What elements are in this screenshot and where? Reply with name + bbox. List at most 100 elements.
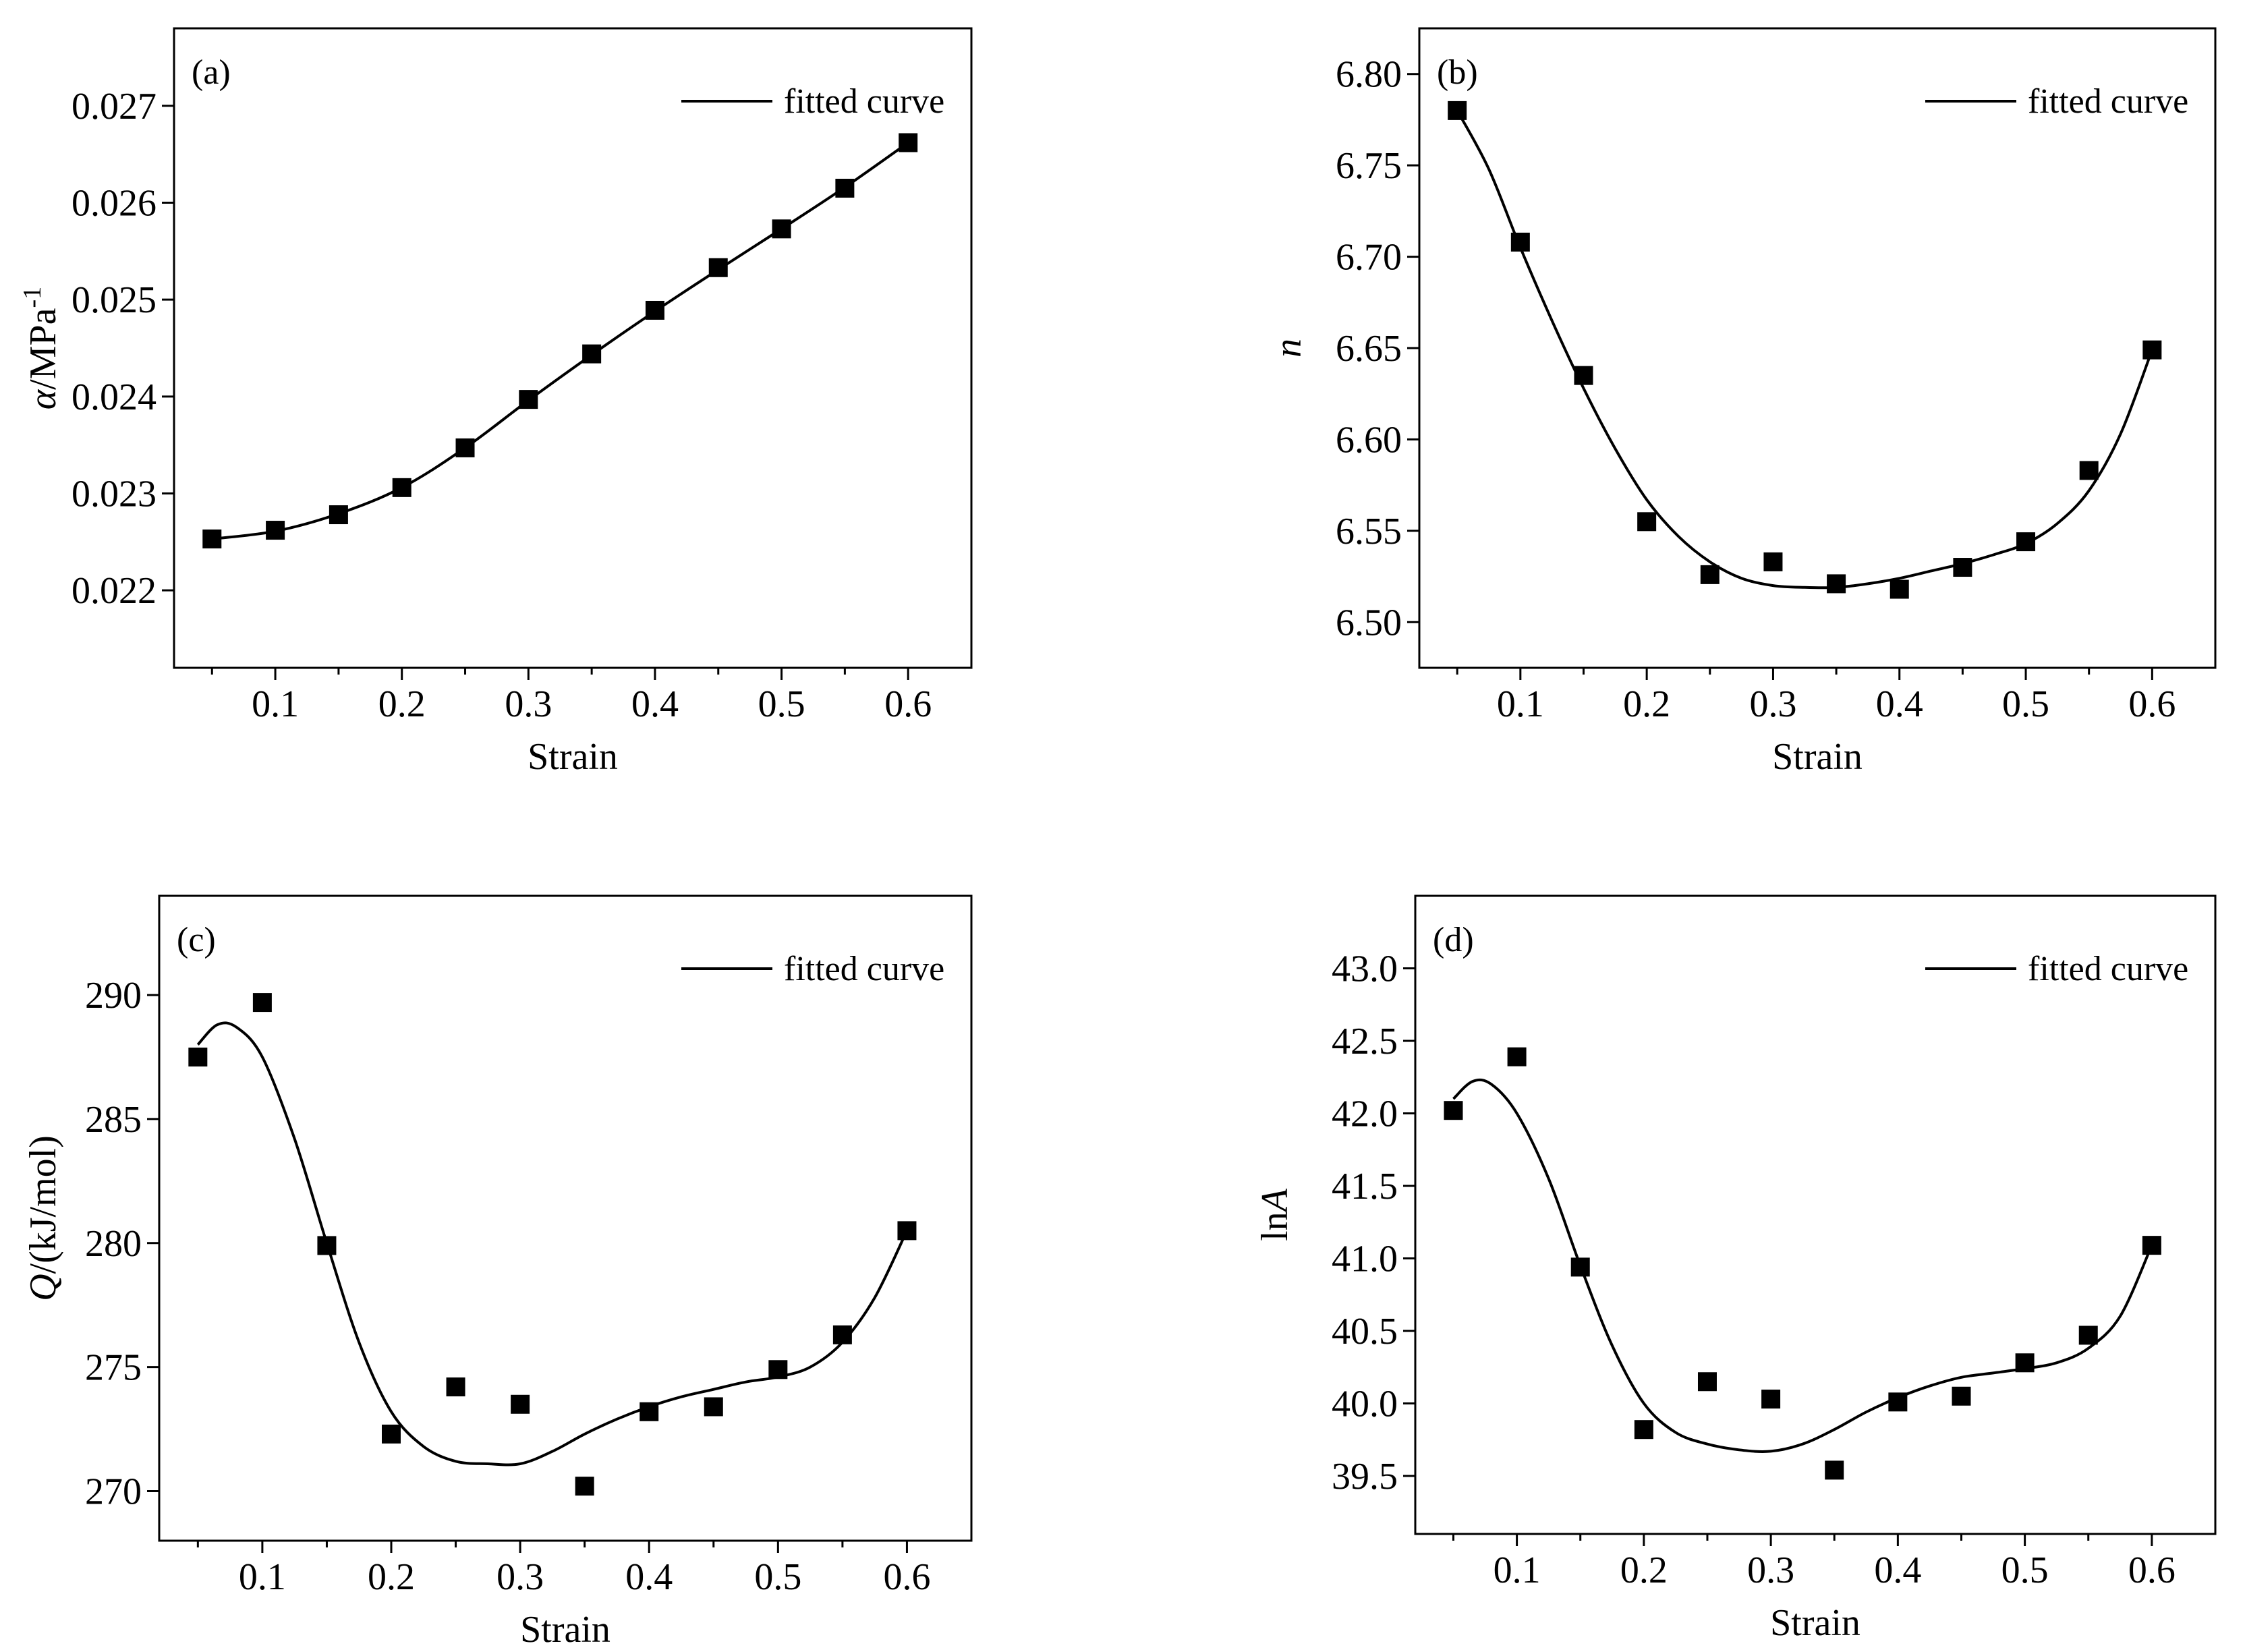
- plot-frame: [158, 894, 973, 1542]
- data-point: [392, 478, 411, 497]
- y-tick-label: 275: [85, 1347, 142, 1389]
- panel-label: (d): [1433, 921, 1474, 959]
- y-tick-label: 6.65: [1336, 328, 1402, 370]
- data-point: [1570, 1257, 1590, 1277]
- data-point: [772, 219, 791, 239]
- data-point: [1700, 565, 1720, 584]
- x-tick-label: 0.5: [2001, 1549, 2049, 1591]
- panel-c: 0.1 0.2 0.3 0.4 0.5 0.6 270 275 280 285 290 Strain Q…: [22, 894, 973, 1651]
- x-tick-label: 0.6: [883, 1556, 930, 1598]
- data-point: [1507, 1047, 1527, 1066]
- x-tick-label: 0.5: [2002, 683, 2049, 725]
- x-tick-label: 0.3: [1747, 1549, 1794, 1591]
- plot-frame: [1414, 894, 2217, 1535]
- panel-label: (a): [192, 53, 231, 92]
- y-tick-label: 40.5: [1332, 1311, 1398, 1352]
- y-tick-label: 42.5: [1332, 1021, 1398, 1062]
- y-tick-label: 0.027: [72, 86, 157, 127]
- data-point: [1697, 1372, 1717, 1392]
- data-point: [1825, 1460, 1844, 1480]
- data-point: [2078, 1326, 2098, 1345]
- data-point: [768, 1360, 788, 1379]
- y-tick-label: 280: [85, 1223, 142, 1265]
- x-tick-label: 0.4: [631, 683, 679, 725]
- y-tick-label: 41.0: [1332, 1238, 1398, 1280]
- data-point: [575, 1477, 594, 1496]
- data-point: [1827, 574, 1846, 594]
- x-tick-label: 0.2: [378, 683, 426, 725]
- y-tick-label: 0.026: [72, 183, 157, 225]
- data-point: [2015, 1353, 2035, 1373]
- data-point: [1444, 1101, 1463, 1120]
- y-tick-label: 285: [85, 1099, 142, 1141]
- y-tick-label: 290: [85, 975, 142, 1017]
- data-point: [1889, 579, 1909, 599]
- x-axis-title: Strain: [1772, 736, 1863, 778]
- data-point: [446, 1377, 465, 1397]
- y-tick-label: 42.0: [1332, 1093, 1398, 1135]
- data-point: [640, 1402, 659, 1421]
- data-point: [519, 390, 538, 409]
- x-tick-label: 0.4: [625, 1556, 673, 1598]
- panel-a: 0.1 0.2 0.3 0.4 0.5 0.6 0.022 0.023 0.024 0.025 0.…: [18, 27, 973, 778]
- y-tick-label: 0.025: [72, 279, 157, 321]
- y-tick-label: 0.024: [72, 376, 157, 418]
- data-point: [835, 179, 855, 198]
- y-tick-label: 6.75: [1336, 145, 1402, 187]
- data-point: [708, 258, 728, 277]
- x-tick-label: 0.1: [1494, 1549, 1541, 1591]
- legend-label: fitted curve: [784, 950, 944, 988]
- y-axis-title: Q/(kJ/mol): [22, 1135, 64, 1301]
- data-point: [382, 1424, 401, 1444]
- y-tick-label: 0.022: [72, 570, 157, 612]
- data-point: [1510, 232, 1530, 252]
- data-point: [832, 1325, 852, 1344]
- legend-label: fitted curve: [2028, 950, 2188, 988]
- y-tick-label: 41.5: [1332, 1166, 1398, 1207]
- y-tick-label: 6.60: [1336, 419, 1402, 461]
- x-tick-label: 0.5: [758, 683, 805, 725]
- y-tick-label: 39.5: [1332, 1456, 1398, 1498]
- y-tick-label: 0.023: [72, 473, 157, 515]
- y-axis-title: α/MPa-1: [18, 287, 64, 409]
- x-tick-label: 0.3: [505, 683, 552, 725]
- data-point: [897, 1221, 917, 1241]
- y-tick-label: 6.80: [1336, 54, 1402, 96]
- plot-frame: [173, 27, 973, 669]
- data-point: [329, 505, 348, 525]
- panel-b: 0.1 0.2 0.3 0.4 0.5 0.6 6.50 6.55 6.60 6.65 6.70 6.…: [1268, 27, 2217, 778]
- data-point: [202, 529, 222, 548]
- panel-d: 0.1 0.2 0.3 0.4 0.5 0.6 39.5 40.0 40.5 41.0 41.5 42…: [1254, 894, 2217, 1644]
- x-tick-label: 0.4: [1874, 1549, 1921, 1591]
- y-tick-label: 40.0: [1332, 1384, 1398, 1425]
- x-tick-label: 0.1: [1497, 683, 1544, 725]
- y-tick-label: 270: [85, 1471, 142, 1512]
- x-tick-label: 0.2: [1623, 683, 1670, 725]
- data-point: [899, 133, 918, 152]
- x-tick-label: 0.3: [1749, 683, 1796, 725]
- data-point: [582, 344, 602, 364]
- x-tick-label: 0.1: [252, 683, 299, 725]
- legend-label: fitted curve: [2028, 82, 2188, 121]
- data-point: [1634, 1420, 1653, 1440]
- data-point: [1761, 1390, 1781, 1409]
- data-point: [2142, 1236, 2161, 1255]
- y-axis-title: n: [1268, 339, 1309, 358]
- data-point: [645, 300, 664, 320]
- data-point: [511, 1394, 530, 1414]
- fitted-curve-line: [1456, 109, 2154, 590]
- x-axis-title: Strain: [1770, 1602, 1860, 1644]
- x-tick-label: 0.6: [2128, 683, 2176, 725]
- x-tick-label: 0.1: [239, 1556, 286, 1598]
- data-point: [2079, 461, 2099, 480]
- data-point: [1763, 552, 1783, 571]
- x-tick-label: 0.6: [2128, 1549, 2176, 1591]
- data-point: [317, 1236, 337, 1255]
- data-point: [1637, 512, 1657, 532]
- y-axis-title: lnA: [1254, 1188, 1296, 1241]
- data-point: [1953, 558, 1972, 577]
- data-point: [252, 993, 272, 1013]
- data-point: [2142, 340, 2162, 360]
- panel-label: (c): [177, 921, 216, 959]
